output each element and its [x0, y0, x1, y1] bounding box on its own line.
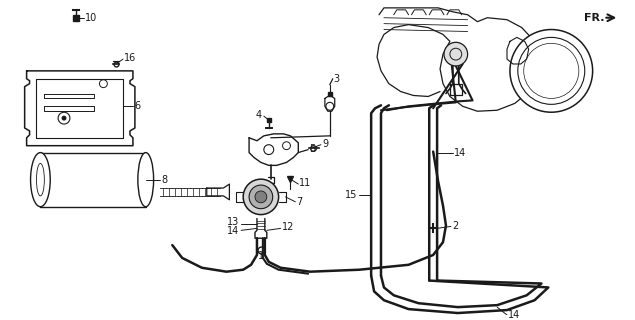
Text: 13: 13	[227, 218, 239, 228]
Text: 11: 11	[299, 178, 312, 188]
Text: 1: 1	[258, 251, 264, 261]
Text: 8: 8	[161, 175, 168, 185]
Ellipse shape	[138, 153, 154, 207]
Circle shape	[444, 42, 467, 66]
Text: 3: 3	[334, 74, 340, 84]
Text: 5: 5	[309, 144, 316, 154]
Text: 12: 12	[281, 222, 294, 232]
Circle shape	[255, 191, 267, 203]
Ellipse shape	[30, 153, 50, 207]
Text: 9: 9	[322, 139, 328, 149]
Text: 14: 14	[227, 226, 239, 236]
Circle shape	[62, 116, 67, 121]
Circle shape	[510, 29, 592, 112]
Text: 10: 10	[84, 13, 97, 23]
Text: 7: 7	[297, 197, 303, 207]
Text: 6: 6	[134, 101, 140, 111]
Text: 4: 4	[256, 110, 262, 120]
Text: 14: 14	[508, 310, 520, 320]
Circle shape	[249, 185, 272, 209]
Text: 14: 14	[454, 148, 466, 157]
Text: 16: 16	[124, 53, 137, 63]
Text: 15: 15	[345, 190, 358, 200]
Text: 2: 2	[452, 221, 458, 231]
Text: FR.: FR.	[584, 13, 605, 23]
Circle shape	[243, 179, 279, 215]
